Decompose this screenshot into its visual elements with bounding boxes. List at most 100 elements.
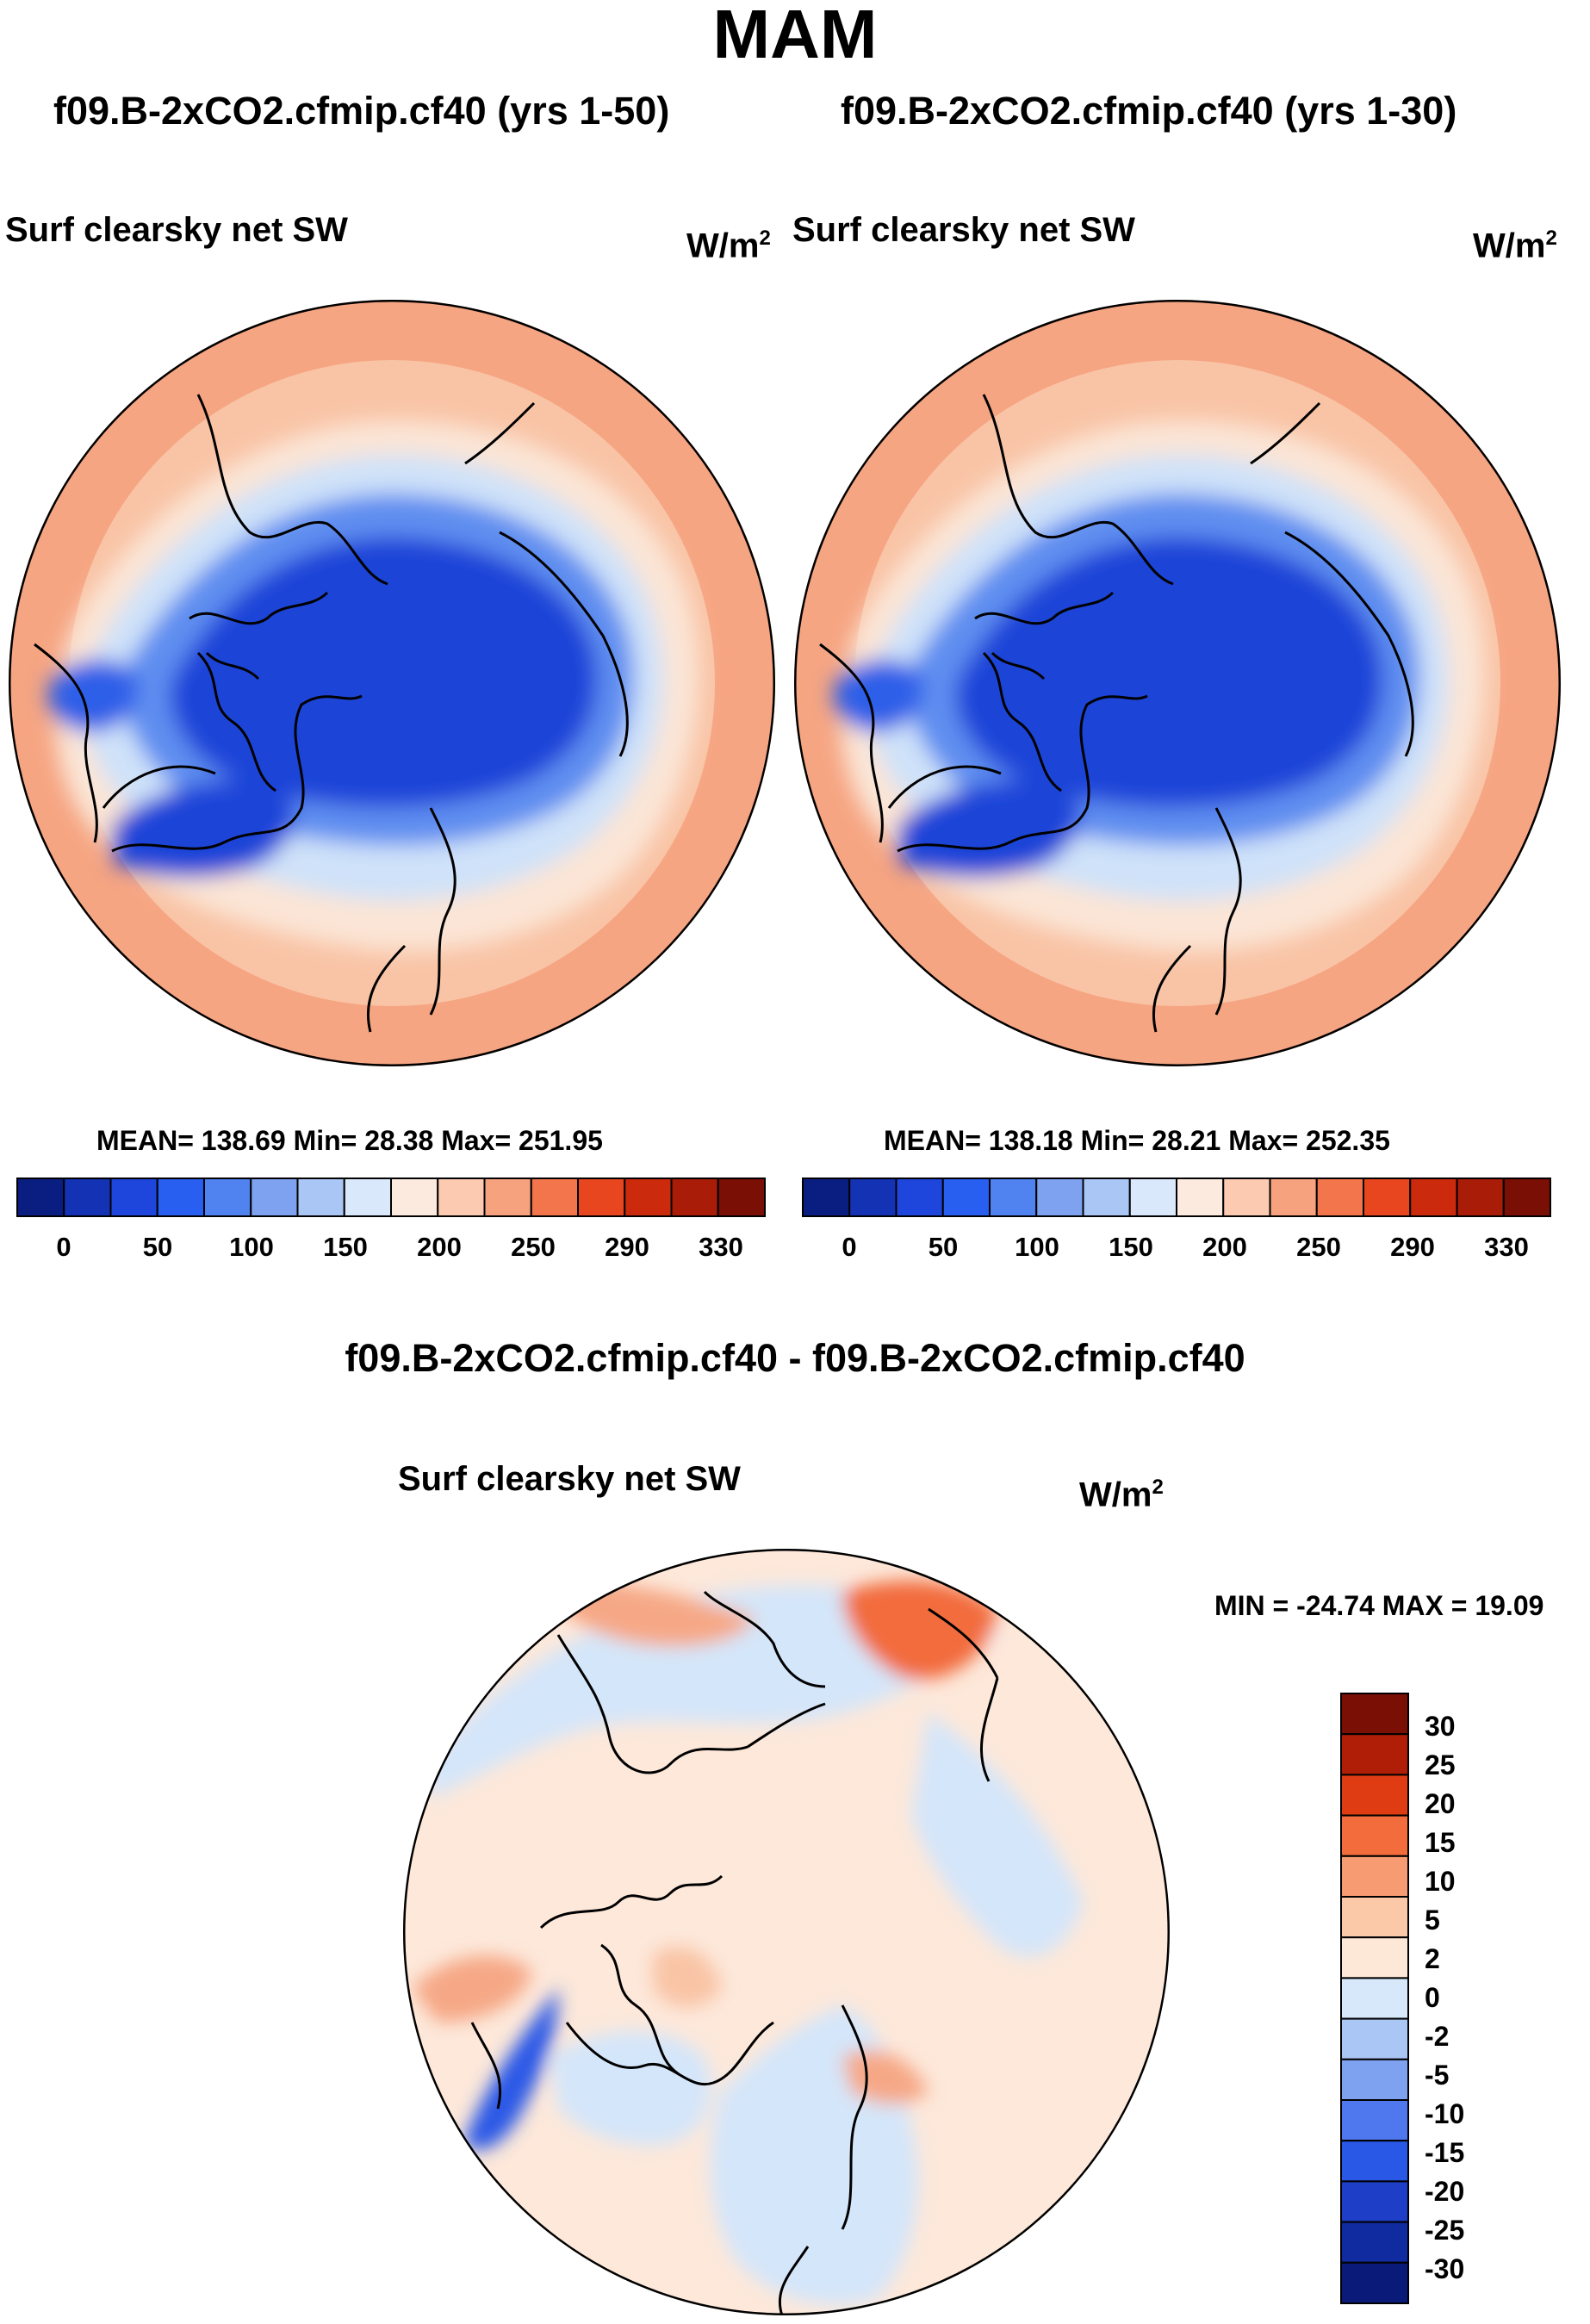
panel-2-run-title: f09.B-2xCO2.cfmip.cf40 (yrs 1-30): [841, 89, 1457, 133]
colorbar-cell: [1082, 1178, 1131, 1217]
panel-1-units: W/m2: [686, 227, 771, 265]
deep-blue-zone: [170, 537, 598, 808]
difference-variable-title: Surf clearsky net SW: [398, 1460, 741, 1498]
colorbar-cell: [577, 1178, 626, 1217]
panel-2-stats: MEAN= 138.18 Min= 28.21 Max= 252.35: [884, 1125, 1390, 1156]
colorbar-1-tick: 150: [323, 1232, 368, 1262]
positive-anomaly-norwegian: [842, 2050, 929, 2104]
panel-1-run-title: f09.B-2xCO2.cfmip.cf40 (yrs 1-50): [53, 89, 670, 133]
colorbar-cell: [895, 1178, 944, 1217]
negative-anomaly-labrador: [463, 1988, 558, 2150]
colorbar-cell: [848, 1178, 897, 1217]
colorbar-difference-tick: -15: [1425, 2137, 1465, 2168]
colorbar-cell: [941, 1178, 991, 1217]
map-2-border: [794, 300, 1561, 1066]
colorbar-cell: [802, 1178, 851, 1217]
colorbar-difference-tick: -10: [1425, 2098, 1465, 2129]
polar-map-1: [9, 300, 775, 1066]
colorbar-1-tick: 50: [142, 1232, 173, 1262]
colorbar-difference-tick: 30: [1425, 1711, 1456, 1742]
colorbar-cell: [156, 1178, 205, 1217]
colorbar-1-tick: 250: [511, 1232, 556, 1262]
colorbar-1-tick: 330: [699, 1232, 743, 1262]
colorbar-cell: [1340, 1977, 1409, 2020]
polar-map-difference: [403, 1549, 1170, 2315]
colorbar-2-tick: 150: [1109, 1232, 1153, 1262]
colorbar-difference-tick: 15: [1425, 1827, 1456, 1858]
colorbar-cell: [1340, 2017, 1409, 2060]
positive-anomaly-kamchatka: [842, 1580, 997, 1680]
colorbar-cell: [1409, 1178, 1458, 1217]
colorbar-cell: [16, 1178, 65, 1217]
colorbar-cell: [1128, 1178, 1177, 1217]
negative-anomaly-north: [429, 1585, 997, 1799]
colorbar-cell: [1363, 1178, 1412, 1217]
colorbar-1-tick: 0: [56, 1232, 71, 1262]
colorbar-cell: [1340, 1733, 1409, 1776]
deep-blue-zone: [955, 537, 1383, 808]
colorbar-2-tick: 100: [1015, 1232, 1059, 1262]
coastlines: [819, 394, 1414, 1033]
difference-stats: MIN = -24.74 MAX = 19.09: [1214, 1590, 1544, 1621]
panel-2-units: W/m2: [1473, 227, 1557, 265]
positive-anomaly-west: [412, 1955, 532, 2023]
colorbar-cell: [1340, 1896, 1409, 1939]
colorbar-difference-tick: -30: [1425, 2253, 1465, 2284]
colorbar-1-tick: 200: [417, 1232, 462, 1262]
colorbar-cell: [717, 1178, 766, 1217]
colorbar-cell: [530, 1178, 579, 1217]
negative-anomaly-greenland: [550, 2031, 711, 2146]
colorbar-cell: [390, 1178, 439, 1217]
colorbar-cell: [1340, 1774, 1409, 1817]
panel-2-variable-title: Surf clearsky net SW: [792, 211, 1135, 249]
panel-1-variable-title: Surf clearsky net SW: [5, 211, 348, 249]
colorbar-2-tick: 0: [842, 1232, 857, 1262]
map-1-border: [9, 300, 775, 1066]
colorbar-cell: [296, 1178, 345, 1217]
colorbar-cell: [343, 1178, 392, 1217]
colorbar-cell: [1340, 2099, 1409, 2142]
colorbar-cell: [989, 1178, 1038, 1217]
colorbar-cell: [1340, 2261, 1409, 2304]
colorbar-2: [802, 1178, 1551, 1217]
colorbar-cell: [1340, 2180, 1409, 2223]
colorbar-difference-tick: 0: [1425, 1982, 1440, 2013]
colorbar-difference-tick: 10: [1425, 1866, 1456, 1897]
colorbar-cell: [203, 1178, 252, 1217]
polar-map-2: [794, 300, 1561, 1066]
colorbar-2-tick: 290: [1390, 1232, 1435, 1262]
colorbar-difference-tick: -25: [1425, 2215, 1465, 2246]
colorbar-cell: [1340, 1936, 1409, 1979]
colorbar-cell: [483, 1178, 532, 1217]
difference-title: f09.B-2xCO2.cfmip.cf40 - f09.B-2xCO2.cfm…: [345, 1336, 1245, 1380]
positive-anomaly-baffin: [653, 1947, 722, 2008]
colorbar-difference-tick: -5: [1425, 2060, 1450, 2091]
colorbar-cell: [109, 1178, 158, 1217]
negative-anomaly-east: [911, 1712, 1084, 1957]
difference-units: W/m2: [1079, 1476, 1164, 1514]
colorbar-cell: [1222, 1178, 1271, 1217]
colorbar-cell: [1176, 1178, 1225, 1217]
colorbar-cell: [1315, 1178, 1364, 1217]
colorbar-difference-tick: -2: [1425, 2021, 1450, 2052]
colorbar-2-tick: 200: [1202, 1232, 1247, 1262]
colorbar-1: [16, 1178, 766, 1217]
colorbar-cell: [1340, 1693, 1409, 1736]
colorbar-cell: [1035, 1178, 1084, 1217]
colorbar-2-tick: 330: [1484, 1232, 1529, 1262]
coastlines-difference: [470, 1590, 999, 2315]
colorbar-difference: [1340, 1693, 1409, 2304]
colorbar-cell: [63, 1178, 112, 1217]
panel-1-stats: MEAN= 138.69 Min= 28.38 Max= 251.95: [96, 1125, 603, 1156]
colorbar-cell: [1340, 1855, 1409, 1898]
colorbar-difference-tick: 5: [1425, 1905, 1440, 1936]
colorbar-2-tick: 50: [928, 1232, 959, 1262]
colorbar-cell: [1340, 2140, 1409, 2183]
colorbar-cell: [1340, 2221, 1409, 2264]
colorbar-cell: [437, 1178, 486, 1217]
colorbar-difference-tick: 20: [1425, 1788, 1456, 1819]
colorbar-1-tick: 100: [229, 1232, 274, 1262]
colorbar-difference-tick: 25: [1425, 1749, 1456, 1780]
greenland-deep-blue: [897, 780, 1080, 878]
colorbar-difference-tick: 2: [1425, 1943, 1440, 1974]
